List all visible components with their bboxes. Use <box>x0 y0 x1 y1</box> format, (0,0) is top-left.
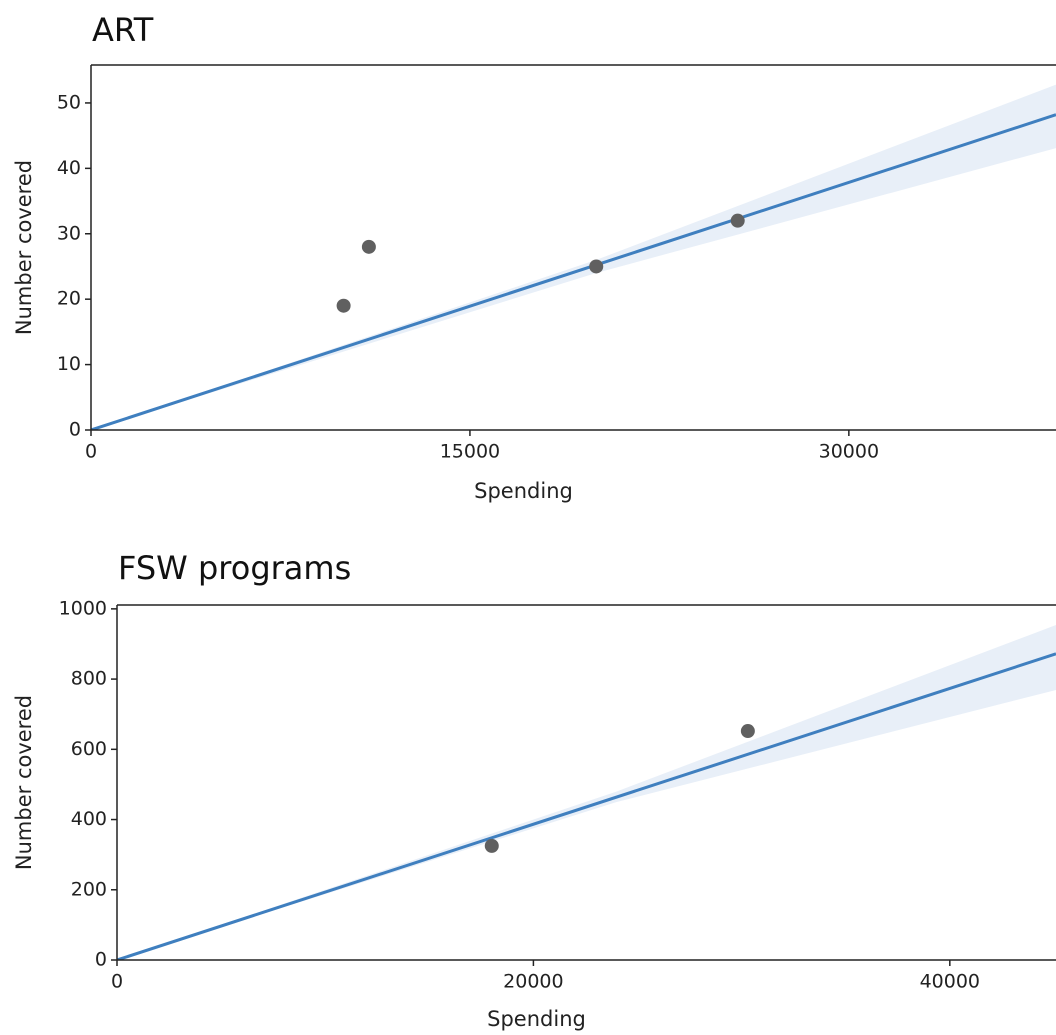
y-tick-label: 30 <box>57 222 81 244</box>
point <box>740 724 755 739</box>
y-axis-label: Number covered <box>12 160 36 335</box>
point <box>589 259 604 274</box>
y-tick-label: 0 <box>95 949 107 971</box>
y-axis-label: Number covered <box>12 695 36 870</box>
confidence-band <box>117 625 1056 960</box>
x-axis-label: Spending <box>487 1007 586 1031</box>
chart-title: ART <box>92 11 154 49</box>
y-tick-label: 40 <box>57 157 81 179</box>
point <box>336 298 351 313</box>
y-tick-label: 400 <box>71 808 107 830</box>
y-tick-label: 50 <box>57 91 81 113</box>
x-tick-label: 0 <box>111 971 123 993</box>
point <box>484 838 499 853</box>
y-tick-label: 800 <box>71 668 107 690</box>
y-tick-label: 200 <box>71 878 107 900</box>
y-tick-label: 0 <box>69 419 81 441</box>
y-tick-label: 20 <box>57 288 81 310</box>
x-tick-label: 20000 <box>503 971 563 993</box>
y-tick-label: 1000 <box>59 597 107 619</box>
subplot: ART Spending Number covered 0 10 20 30 40 50 0 150… <box>12 11 1056 503</box>
subplot: FSW programs Spending Number covered 0 200 40… <box>12 549 1056 1031</box>
point <box>361 239 376 254</box>
plot-area <box>117 625 1056 960</box>
x-tick-label: 0 <box>85 441 97 463</box>
x-tick-label: 40000 <box>920 971 980 993</box>
confidence-band <box>91 84 1056 430</box>
chart-title: FSW programs <box>118 549 351 587</box>
x-tick-label: 15000 <box>440 441 500 463</box>
fit-line <box>117 652 1056 960</box>
x-axis-label: Spending <box>474 479 573 503</box>
y-tick-label: 600 <box>71 738 107 760</box>
plot-area <box>91 84 1056 430</box>
fit-line <box>91 113 1056 430</box>
x-tick-label: 30000 <box>819 441 879 463</box>
y-tick-label: 10 <box>57 353 81 375</box>
point <box>730 213 745 228</box>
